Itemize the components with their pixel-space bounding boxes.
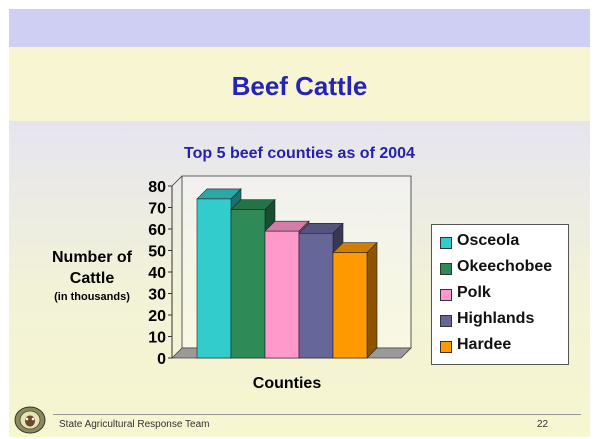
legend-label: Polk xyxy=(457,284,491,301)
footer-text: State Agricultural Response Team xyxy=(59,419,210,430)
legend-label: Highlands xyxy=(457,310,535,327)
legend-swatch xyxy=(440,263,452,275)
y-tick-label: 80 xyxy=(148,179,166,196)
chart-title: Top 5 beef counties as of 2004 xyxy=(184,145,415,162)
legend-swatch xyxy=(440,315,452,327)
slide: Beef Cattle Top 5 beef counties as of 20… xyxy=(9,9,590,437)
sart-logo-icon xyxy=(14,406,46,434)
y-tick-label: 40 xyxy=(148,265,166,282)
bar xyxy=(298,233,334,359)
y-tick-label: 10 xyxy=(148,330,166,347)
legend-label: Hardee xyxy=(457,336,512,353)
top-band xyxy=(9,9,590,47)
bar-chart: 0 10 20 30 40 50 60 70 80 xyxy=(148,175,412,368)
y-tick-label: 0 xyxy=(157,351,166,368)
bar xyxy=(264,230,300,359)
bar-side xyxy=(366,241,378,359)
y-axis-label: Number of Cattle (in thousands) xyxy=(37,247,147,305)
title-band xyxy=(9,47,590,121)
legend-swatch xyxy=(440,341,452,353)
slide-title: Beef Cattle xyxy=(231,71,368,101)
y-axis-label-line1: Number of xyxy=(52,249,132,266)
bar xyxy=(230,209,266,359)
footer-divider xyxy=(53,414,581,415)
bar xyxy=(332,252,368,359)
legend-label: Okeechobee xyxy=(457,258,553,275)
y-tick-label: 20 xyxy=(148,308,166,325)
x-axis-label: Counties xyxy=(252,375,322,392)
plot-top-edge xyxy=(171,175,183,187)
y-tick-label: 70 xyxy=(148,201,166,218)
legend-swatch xyxy=(440,237,452,249)
y-tick-label: 30 xyxy=(148,287,166,304)
legend-label: Osceola xyxy=(457,232,520,249)
y-tick-label: 60 xyxy=(148,222,166,239)
legend-swatch xyxy=(440,289,452,301)
page-number: 22 xyxy=(537,419,549,430)
y-tick-label: 50 xyxy=(148,244,166,261)
bar xyxy=(196,198,232,359)
chart-legend: Osceola Okeechobee Polk Highlands Hardee xyxy=(431,224,569,365)
y-axis-label-units: (in thousands) xyxy=(54,291,130,303)
y-axis-label-line2: Cattle xyxy=(69,270,115,287)
